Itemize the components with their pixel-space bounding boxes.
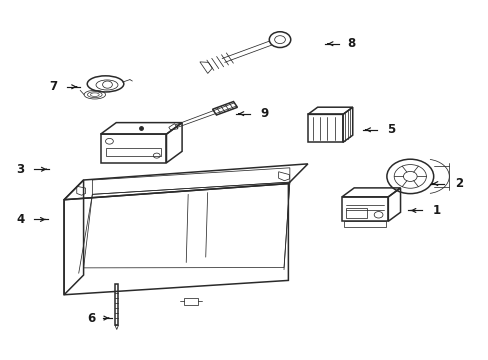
Text: 7: 7 xyxy=(49,80,57,93)
Text: 1: 1 xyxy=(432,204,440,217)
Text: 5: 5 xyxy=(386,123,394,136)
Text: 3: 3 xyxy=(16,163,24,176)
Text: 8: 8 xyxy=(347,37,355,50)
Text: 2: 2 xyxy=(454,177,462,190)
Text: 6: 6 xyxy=(86,311,95,325)
Text: 9: 9 xyxy=(259,107,267,120)
Text: 4: 4 xyxy=(16,213,24,226)
